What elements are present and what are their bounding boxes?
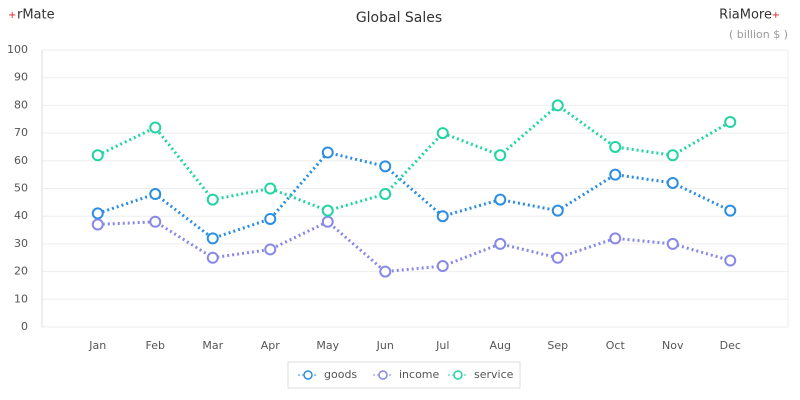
x-tick-label: Jan [88, 339, 106, 352]
data-point [666, 176, 679, 189]
data-point [494, 149, 507, 162]
data-point [724, 204, 737, 217]
data-point [609, 140, 622, 153]
brand-icon: + [772, 10, 780, 21]
data-point [379, 188, 392, 201]
series-line [97, 150, 731, 241]
data-point [436, 210, 449, 223]
data-point [91, 149, 104, 162]
data-point [436, 127, 449, 140]
x-tick-label: Aug [490, 339, 511, 352]
data-point [206, 251, 219, 264]
brand-left: rMate [17, 8, 55, 23]
data-point [666, 149, 679, 162]
data-point [379, 265, 392, 278]
y-tick-label: 30 [14, 237, 28, 250]
brand-right: RiaMore [719, 8, 772, 23]
data-point [436, 260, 449, 273]
unit-label: ( billion $ ) [729, 28, 788, 41]
x-tick-label: Oct [606, 339, 626, 352]
data-point [494, 237, 507, 250]
data-point [551, 204, 564, 217]
legend-box [287, 361, 521, 389]
legend-label: service [474, 368, 514, 381]
data-point [206, 232, 219, 245]
data-point [264, 182, 277, 195]
legend-marker [303, 370, 313, 380]
x-tick-label: Nov [662, 339, 684, 352]
x-tick-label: Jun [376, 339, 394, 352]
data-point [379, 160, 392, 173]
y-tick-label: 50 [14, 182, 28, 195]
data-point [321, 146, 334, 159]
data-point [494, 193, 507, 206]
x-tick-label: Dec [720, 339, 741, 352]
x-tick-label: Mar [202, 339, 223, 352]
data-point [149, 121, 162, 134]
y-tick-label: 100 [7, 43, 28, 56]
data-point [609, 168, 622, 181]
brand-icon: + [8, 10, 16, 21]
y-tick-label: 10 [14, 292, 28, 305]
y-tick-label: 20 [14, 265, 28, 278]
series-line [97, 219, 731, 274]
legend-marker [378, 370, 388, 380]
x-tick-label: May [316, 339, 339, 352]
data-point [149, 215, 162, 228]
data-point [91, 207, 104, 220]
y-tick-label: 40 [14, 209, 28, 222]
y-tick-label: 80 [14, 98, 28, 111]
data-point [91, 218, 104, 231]
y-tick-label: 70 [14, 126, 28, 139]
x-tick-label: Feb [146, 339, 165, 352]
data-point [206, 193, 219, 206]
data-point [551, 99, 564, 112]
data-point [666, 237, 679, 250]
data-point [264, 243, 277, 256]
y-tick-label: 60 [14, 154, 28, 167]
data-point [264, 212, 277, 225]
x-tick-label: Jul [435, 339, 449, 352]
legend-label: income [399, 368, 440, 381]
data-point [609, 232, 622, 245]
data-point [321, 204, 334, 217]
legend-marker [453, 370, 463, 380]
y-tick-label: 0 [21, 320, 28, 333]
data-point [321, 215, 334, 228]
legend-label: goods [324, 368, 357, 381]
data-point [724, 254, 737, 267]
chart-title: Global Sales [356, 10, 442, 26]
y-tick-label: 90 [14, 71, 28, 84]
x-tick-label: Apr [261, 339, 281, 352]
data-point [551, 251, 564, 264]
data-point [724, 116, 737, 129]
x-tick-label: Sep [547, 339, 568, 352]
series-line [97, 103, 732, 213]
data-point [149, 188, 162, 201]
